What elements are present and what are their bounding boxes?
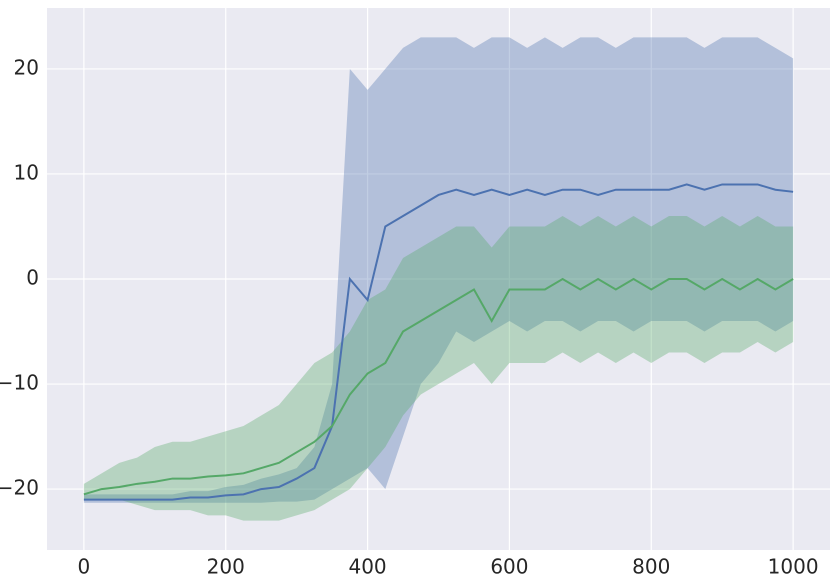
confidence-band [83, 215, 794, 521]
x-tick-label: 800 [632, 555, 670, 579]
line [83, 183, 794, 501]
y-tick-label: −10 [0, 371, 39, 395]
x-tick-label: 600 [490, 555, 528, 579]
x-tick-label: 200 [207, 555, 245, 579]
x-tick-label: 1000 [768, 555, 819, 579]
x-tick-label: 400 [348, 555, 386, 579]
y-tick-label: 20 [14, 55, 39, 79]
y-tick-label: 0 [26, 266, 39, 290]
y-tick-label: 10 [14, 160, 39, 184]
confidence-band [83, 37, 794, 503]
x-tick-label: 0 [78, 555, 91, 579]
line [83, 277, 794, 496]
y-tick-label: −20 [0, 476, 39, 500]
